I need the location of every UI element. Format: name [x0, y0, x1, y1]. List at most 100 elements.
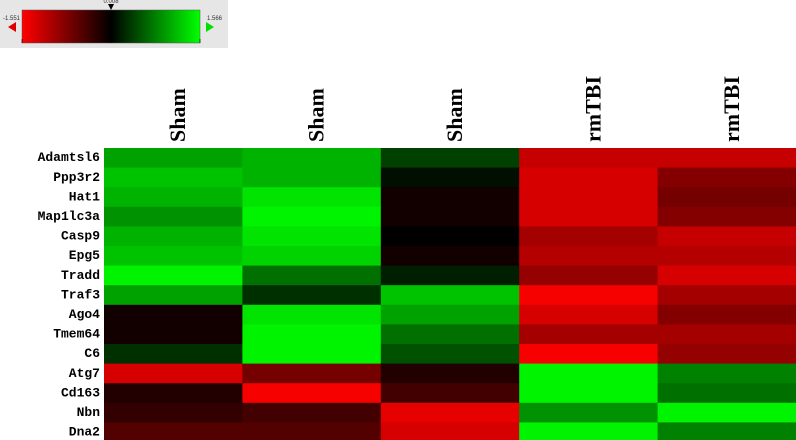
heatmap-cell	[657, 246, 796, 267]
row-label: Cd163	[61, 385, 100, 400]
colorbar-left-arrow	[8, 22, 16, 32]
heatmap-cell	[242, 226, 382, 247]
heatmap-cell	[380, 246, 520, 267]
heatmap-cell	[104, 167, 243, 188]
heatmap-cell	[519, 363, 659, 384]
heatmap-cell	[519, 226, 659, 247]
heatmap-cell	[657, 206, 796, 227]
heatmap-cell	[657, 226, 796, 247]
heatmap-cell	[380, 304, 520, 325]
colorbar-right-arrow	[206, 22, 214, 32]
heatmap-cell	[380, 167, 520, 188]
heatmap-cell	[242, 422, 382, 440]
row-label: Map1lc3a	[38, 209, 101, 224]
row-label: Ppp3r2	[53, 170, 100, 185]
row-label: Dna2	[69, 425, 100, 440]
heatmap-cell	[380, 206, 520, 227]
heatmap-cell	[104, 422, 243, 440]
heatmap-cell	[242, 383, 382, 404]
heatmap-cell	[657, 304, 796, 325]
heatmap-cell	[657, 187, 796, 208]
heatmap-cell	[519, 167, 659, 188]
heatmap-cell	[519, 285, 659, 306]
heatmap-cell	[380, 422, 520, 440]
heatmap-cell	[519, 383, 659, 404]
heatmap-cell	[242, 148, 382, 169]
heatmap-cell	[519, 246, 659, 267]
row-label: C6	[84, 346, 100, 361]
heatmap-cell	[104, 206, 243, 227]
heatmap-cell	[380, 402, 520, 423]
heatmap-cell	[519, 148, 659, 169]
row-label: Epg5	[69, 248, 100, 263]
heatmap-cell	[104, 304, 243, 325]
heatmap-cell	[104, 344, 243, 365]
heatmap-cell	[104, 285, 243, 306]
heatmap-cell	[104, 363, 243, 384]
row-label: Nbn	[77, 405, 101, 420]
heatmap-cell	[242, 246, 382, 267]
heatmap-cell	[380, 187, 520, 208]
heatmap-cell	[657, 344, 796, 365]
colorbar-tick-label: 1.566	[207, 16, 223, 22]
heatmap-cell	[519, 422, 659, 440]
heatmap-cell	[104, 265, 243, 286]
heatmap-cell	[242, 324, 382, 345]
colorbar-tick-label: -1.551	[3, 16, 21, 22]
heatmap-cell	[104, 226, 243, 247]
row-label: Traf3	[61, 287, 100, 302]
heatmap-cell	[242, 187, 382, 208]
column-label: Sham	[442, 88, 467, 142]
heatmap-cell	[104, 402, 243, 423]
heatmap-cell	[242, 344, 382, 365]
heatmap-cell	[657, 422, 796, 440]
heatmap-cell	[657, 265, 796, 286]
row-label: Hat1	[69, 189, 100, 204]
row-label: Casp9	[61, 229, 100, 244]
heatmap-cell	[242, 265, 382, 286]
heatmap-cell	[519, 265, 659, 286]
heatmap-cell	[380, 383, 520, 404]
heatmap-cell	[380, 285, 520, 306]
heatmap-cell	[519, 324, 659, 345]
row-label: Tradd	[61, 268, 100, 283]
heatmap-cell	[519, 344, 659, 365]
heatmap-cell	[242, 402, 382, 423]
heatmap-cell	[519, 206, 659, 227]
heatmap-cell	[657, 324, 796, 345]
heatmap-cell	[380, 265, 520, 286]
heatmap-cell	[380, 344, 520, 365]
heatmap-cell	[380, 226, 520, 247]
heatmap-cell	[242, 363, 382, 384]
colorbar-tick-label: 0.008	[104, 0, 120, 5]
column-label: rmTBI	[580, 76, 605, 142]
heatmap-cell	[242, 285, 382, 306]
heatmap-cell	[104, 148, 243, 169]
heatmap-cell	[104, 383, 243, 404]
row-label: Adamtsl6	[38, 150, 101, 165]
colorbar	[21, 9, 201, 44]
heatmap-cell	[380, 363, 520, 384]
heatmap-cell	[519, 187, 659, 208]
heatmap-cell	[519, 304, 659, 325]
heatmap-cell	[104, 324, 243, 345]
colorbar-center-marker	[108, 4, 115, 10]
heatmap-cell	[657, 167, 796, 188]
column-label: Sham	[304, 88, 329, 142]
heatmap-cell	[242, 206, 382, 227]
heatmap-cell	[242, 304, 382, 325]
row-label: Ago4	[69, 307, 100, 322]
column-label: Sham	[165, 88, 190, 142]
heatmap-cell	[380, 148, 520, 169]
heatmap-cell	[657, 383, 796, 404]
column-label: rmTBI	[719, 76, 744, 142]
heatmap-cell	[242, 167, 382, 188]
heatmap-cell	[519, 402, 659, 423]
heatmap-cell	[657, 363, 796, 384]
row-label: Tmem64	[53, 327, 100, 342]
heatmap-cell	[657, 285, 796, 306]
heatmap-cell	[657, 402, 796, 423]
heatmap-cell	[104, 187, 243, 208]
row-label: Atg7	[69, 366, 100, 381]
